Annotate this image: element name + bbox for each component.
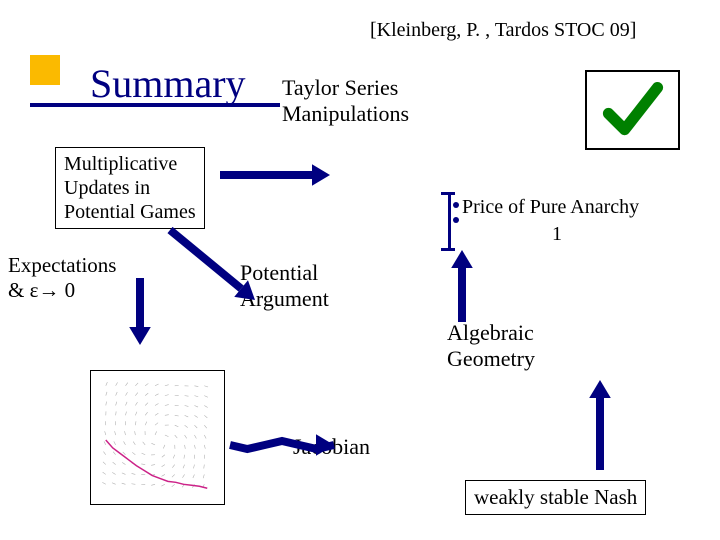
label-one: 1 xyxy=(552,222,562,246)
citation-text: [Kleinberg, P. , Tardos STOC 09] xyxy=(370,18,636,42)
arrow-exp-down xyxy=(122,260,158,363)
title-accent-yellow xyxy=(30,55,60,85)
page-title: Summary xyxy=(90,60,246,107)
checkmark-icon xyxy=(585,70,680,150)
arrow-mult-to-potarg xyxy=(152,212,273,318)
label-expectations: Expectations& ε→ 0 xyxy=(8,253,116,303)
label-taylor: Taylor SeriesManipulations xyxy=(282,75,409,128)
arrow-nash-up xyxy=(582,362,618,488)
poa-dot-top xyxy=(453,202,459,208)
arrow-geom-up xyxy=(444,232,480,340)
label-weak-nash: weakly stable Nash xyxy=(465,480,646,515)
vector-field-plot xyxy=(90,370,225,505)
label-poa: Price of Pure Anarchy xyxy=(462,195,639,219)
arrow-plot-to-jacobian xyxy=(212,427,352,463)
poa-axis-tick-top xyxy=(441,192,455,195)
arrow-mult-to-taylor xyxy=(202,157,348,193)
poa-dot-bottom xyxy=(453,217,459,223)
